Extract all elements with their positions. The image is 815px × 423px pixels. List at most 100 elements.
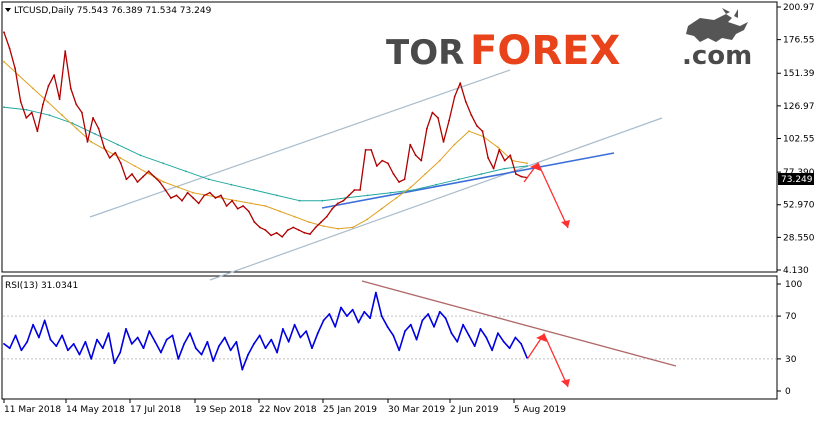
logo-text-tor: TOR: [386, 33, 464, 73]
rsi-point: [392, 334, 395, 337]
time-axis-label: 30 Mar 2019: [388, 405, 445, 415]
ma-slow-point: [48, 114, 51, 117]
price-point: [158, 181, 161, 183]
ma-slow-point: [230, 183, 233, 186]
price-point: [309, 233, 311, 236]
price-point: [292, 226, 295, 229]
symbol-header: LTCUSD,Daily 75.543 76.389 71.534 73.249: [14, 6, 212, 16]
rsi-point: [38, 336, 40, 339]
rsi-point: [258, 334, 261, 337]
price-point: [14, 67, 16, 70]
rsi-point: [415, 338, 418, 341]
ma-fast-point: [279, 210, 281, 213]
price-point: [36, 130, 39, 133]
price-point: [81, 111, 83, 114]
time-axis-label: 11 Mar 2018: [4, 405, 61, 415]
price-point: [492, 167, 495, 170]
rsi-point: [316, 332, 319, 335]
rsi-axis: 100 70 30 0: [777, 280, 802, 397]
rsi-point: [357, 321, 360, 324]
price-point: [437, 117, 439, 119]
price-point: [520, 175, 523, 178]
price-point: [503, 159, 506, 162]
rsi-point: [183, 343, 186, 345]
price-point: [314, 226, 317, 229]
rsi-point: [421, 319, 424, 322]
price-point: [186, 191, 189, 194]
price-point: [336, 202, 339, 205]
ma-slow-point: [366, 194, 369, 197]
ma-slow-point: [412, 189, 415, 191]
price-point: [348, 194, 350, 197]
ma-fast-point: [177, 186, 180, 189]
price-point: [370, 149, 373, 151]
rsi-point: [502, 340, 505, 343]
rsi-point: [351, 308, 354, 311]
rsi-axis-label: 70: [785, 312, 797, 322]
channel-lower-line: [209, 117, 663, 281]
ma-slow-point: [435, 183, 437, 186]
ma-fast-point: [206, 194, 209, 197]
ma-fast-point: [3, 60, 5, 63]
symbol-dropdown-icon[interactable]: [5, 8, 11, 12]
rsi-point: [270, 338, 273, 341]
rsi-point: [43, 319, 46, 322]
rsi-point: [165, 338, 168, 341]
ma-fast-point: [337, 227, 339, 230]
ma-fast-point: [293, 215, 296, 218]
rsi-point: [311, 347, 313, 350]
rsi-point: [305, 330, 308, 332]
price-point: [192, 197, 195, 199]
ma-fast-point: [497, 146, 499, 149]
channel-upper-line: [89, 69, 511, 218]
price-point: [259, 226, 261, 229]
rsi-point: [206, 340, 209, 343]
time-axis-label: 19 Sep 2018: [195, 405, 252, 415]
ma-slow-point: [526, 165, 528, 167]
rsi-point: [363, 310, 366, 313]
ma-slow-line: [3, 106, 528, 202]
price-point: [8, 47, 11, 50]
rsi-forecast-arrowhead: [561, 379, 570, 387]
price-point: [92, 117, 94, 119]
ma-slow-point: [207, 178, 210, 181]
logo-text-forex: FOREX: [470, 28, 620, 74]
rsi-trend-line: [361, 280, 677, 367]
ma-fast-point: [75, 127, 78, 130]
rsi-level-lines: [3, 315, 776, 360]
price-point: [487, 157, 489, 159]
price-forecast-pivot-arrowhead: [530, 163, 541, 171]
rsi-point: [450, 332, 453, 335]
price-point: [392, 173, 395, 175]
time-axis: 11 Mar 2018 14 May 2018 17 Jul 2018 19 Sep …: [3, 399, 566, 415]
price-point: [414, 154, 417, 157]
price-point: [281, 235, 284, 238]
rsi-point: [20, 349, 23, 352]
price-point: [253, 221, 256, 224]
rsi-point: [49, 338, 52, 341]
rsi-point: [84, 340, 87, 343]
ma-fast-point: [235, 199, 238, 202]
rsi-point: [61, 334, 63, 337]
price-point: [448, 119, 450, 122]
rsi-point: [427, 313, 430, 315]
rsi-point: [8, 347, 11, 350]
rsi-point: [346, 315, 348, 317]
price-point: [515, 173, 517, 175]
price-point: [409, 143, 412, 146]
ma-fast-point: [133, 165, 136, 167]
price-point: [459, 82, 462, 84]
rsi-point: [235, 340, 238, 343]
price-point: [220, 194, 222, 197]
price-point: [431, 111, 434, 114]
rsi-point: [67, 349, 69, 352]
price-point: [320, 221, 322, 224]
ma-fast-point: [380, 207, 383, 210]
ma-slow-point: [389, 191, 392, 194]
price-axis-label: 4.130: [783, 266, 809, 276]
price-point: [125, 178, 128, 181]
ma-fast-point: [409, 186, 412, 189]
rsi-point: [508, 347, 511, 350]
price-point: [331, 207, 334, 210]
moving-average-fast: [3, 60, 528, 230]
